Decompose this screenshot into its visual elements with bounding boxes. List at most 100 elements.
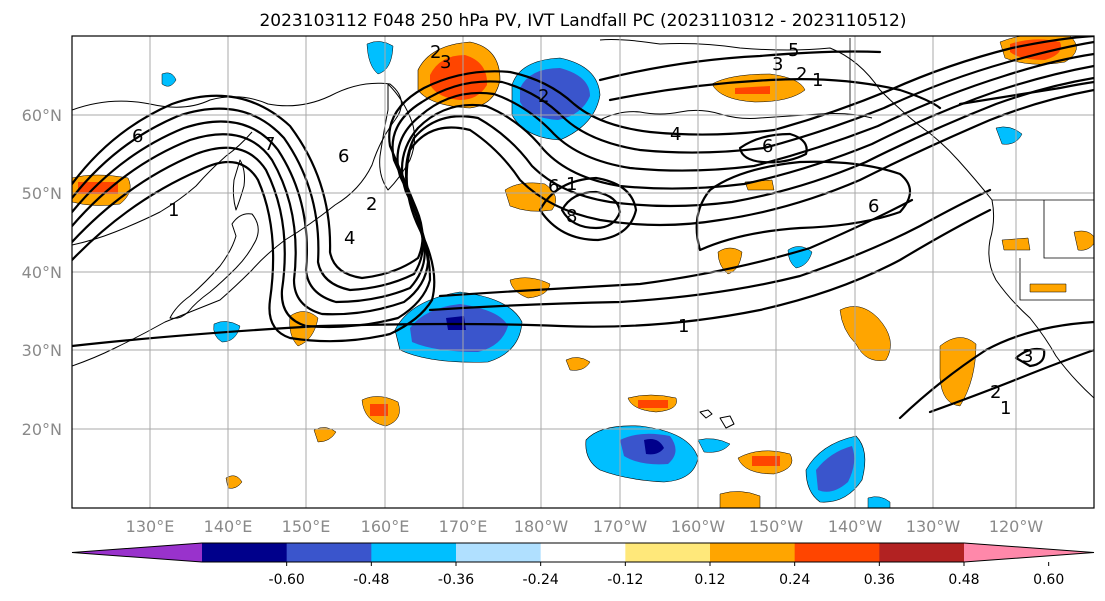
anomaly-positive-strong: [638, 400, 668, 408]
contour-label: 1: [812, 70, 823, 91]
colorbar-bin: [202, 543, 288, 562]
colorbar-tick-label: 0.24: [779, 572, 810, 588]
coastline-japan: [169, 213, 259, 319]
pv-contour: [428, 188, 992, 312]
anomaly-positive: [1073, 230, 1094, 251]
graticule: [72, 36, 1094, 508]
lat-label: 50°N: [22, 184, 62, 203]
pv-contour: [695, 160, 912, 252]
contour-label: 6: [762, 136, 773, 157]
colorbar-tick-label: 0.60: [1033, 572, 1064, 588]
pv-contour: [72, 36, 1094, 280]
pv-contours: [72, 36, 1094, 420]
lat-label: 40°N: [22, 263, 62, 282]
contour-label: 3: [1022, 346, 1033, 367]
coastline-kamchatka: [379, 83, 416, 191]
contour-label: 3: [772, 54, 783, 75]
contour-label: 5: [788, 40, 799, 61]
anomaly-positive: [313, 427, 337, 443]
contour-label: 1: [566, 174, 577, 195]
pv-contour: [738, 132, 808, 164]
colorbar-bin: [879, 543, 965, 562]
pv-contour: [538, 176, 638, 242]
contour-labels: 2 3 5 3 2 1 2 6 8 1 7 6 2 4 1 4 6 6 6 1 …: [132, 40, 1033, 419]
contour-label: 6: [868, 196, 879, 217]
lon-label: 160°E: [361, 517, 410, 536]
pv-contour: [72, 40, 1094, 292]
anomaly-negative: [366, 41, 394, 75]
contour-label: 1: [1000, 398, 1011, 419]
colorbar: -0.60 -0.48 -0.36 -0.24 -0.12 0.12 0.24 0.36 0.4…: [71, 542, 1095, 588]
longitude-labels: 130°E 140°E 150°E 160°E 170°E 180°W 170°…: [126, 517, 1044, 536]
contour-label: 4: [344, 228, 355, 249]
contour-label: 2: [990, 382, 1001, 403]
anomaly-negative: [867, 496, 891, 508]
pv-contour: [608, 78, 942, 110]
contour-label: 7: [264, 134, 275, 155]
coastlines: [72, 39, 1094, 429]
colorbar-extend-low: [72, 543, 202, 562]
anomaly-positive: [225, 475, 243, 489]
colorbar-bin: [625, 543, 711, 562]
colorbar-bin: [710, 543, 796, 562]
pv-contour: [598, 50, 882, 82]
pv-contour: [438, 198, 914, 298]
lon-label: 130°E: [126, 517, 175, 536]
pv-contour: [72, 64, 1094, 316]
pv-contour: [72, 52, 1094, 304]
colorbar-tick-label: 0.48: [948, 572, 979, 588]
anomaly-positive: [1029, 283, 1067, 293]
coastline-hawaii: [699, 409, 713, 419]
colorbar-tick-label: 0.12: [694, 572, 725, 588]
lat-label: 30°N: [22, 341, 62, 360]
contour-label: 2: [538, 86, 549, 107]
contour-label: 3: [440, 52, 451, 73]
lon-label: 170°E: [439, 517, 488, 536]
map-title: 2023103112 F048 250 hPa PV, IVT Landfall…: [259, 11, 906, 31]
colorbar-bin: [794, 543, 880, 562]
coastline-sakhalin: [232, 159, 245, 211]
border-us-states: [1043, 200, 1094, 259]
colorbar-bin: [456, 543, 542, 562]
anomaly-negative: [161, 72, 177, 87]
pv-anomaly-shading: [72, 36, 1094, 508]
lon-label: 120°W: [989, 517, 1044, 536]
colorbar-bin: [286, 543, 372, 562]
colorbar-bin: [540, 543, 626, 562]
anomaly-positive: [839, 306, 891, 361]
anomaly-positive: [289, 311, 319, 347]
pv-contour: [72, 208, 992, 348]
colorbar-tick-label: -0.48: [353, 572, 389, 588]
lon-label: 160°W: [671, 517, 726, 536]
anomaly-positive-strong: [430, 55, 488, 100]
lat-label: 20°N: [22, 420, 62, 439]
contour-label: 2: [430, 42, 441, 63]
anomaly-positive-strong: [752, 456, 780, 466]
anomaly-positive-strong: [735, 86, 770, 94]
colorbar-tick-label: -0.24: [523, 572, 559, 588]
lon-label: 170°W: [593, 517, 648, 536]
colorbar-tick-label: 0.36: [864, 572, 895, 588]
contour-label: 1: [678, 316, 689, 337]
lon-label: 180°W: [514, 517, 569, 536]
anomaly-positive-strong: [370, 404, 388, 416]
lon-label: 150°E: [282, 517, 331, 536]
colorbar-outline: [71, 542, 1095, 563]
map-frame: [71, 35, 1095, 509]
colorbar-tick-label: -0.36: [438, 572, 474, 588]
colorbar-bin: [371, 543, 457, 562]
contour-label: 4: [670, 124, 681, 145]
coastline-alaska: [599, 39, 1094, 399]
coastline-asia: [72, 82, 402, 367]
coastline-aleutians: [599, 109, 873, 121]
lon-label: 140°E: [204, 517, 253, 536]
contour-label: 2: [796, 64, 807, 85]
contour-label: 6: [338, 146, 349, 167]
pv-contour: [928, 348, 1094, 414]
pv-contour: [72, 76, 1094, 329]
anomaly-positive: [719, 491, 761, 508]
anomaly-negative-strong: [816, 446, 855, 492]
lat-label: 60°N: [22, 106, 62, 125]
anomaly-negative-strongest: [644, 439, 664, 455]
